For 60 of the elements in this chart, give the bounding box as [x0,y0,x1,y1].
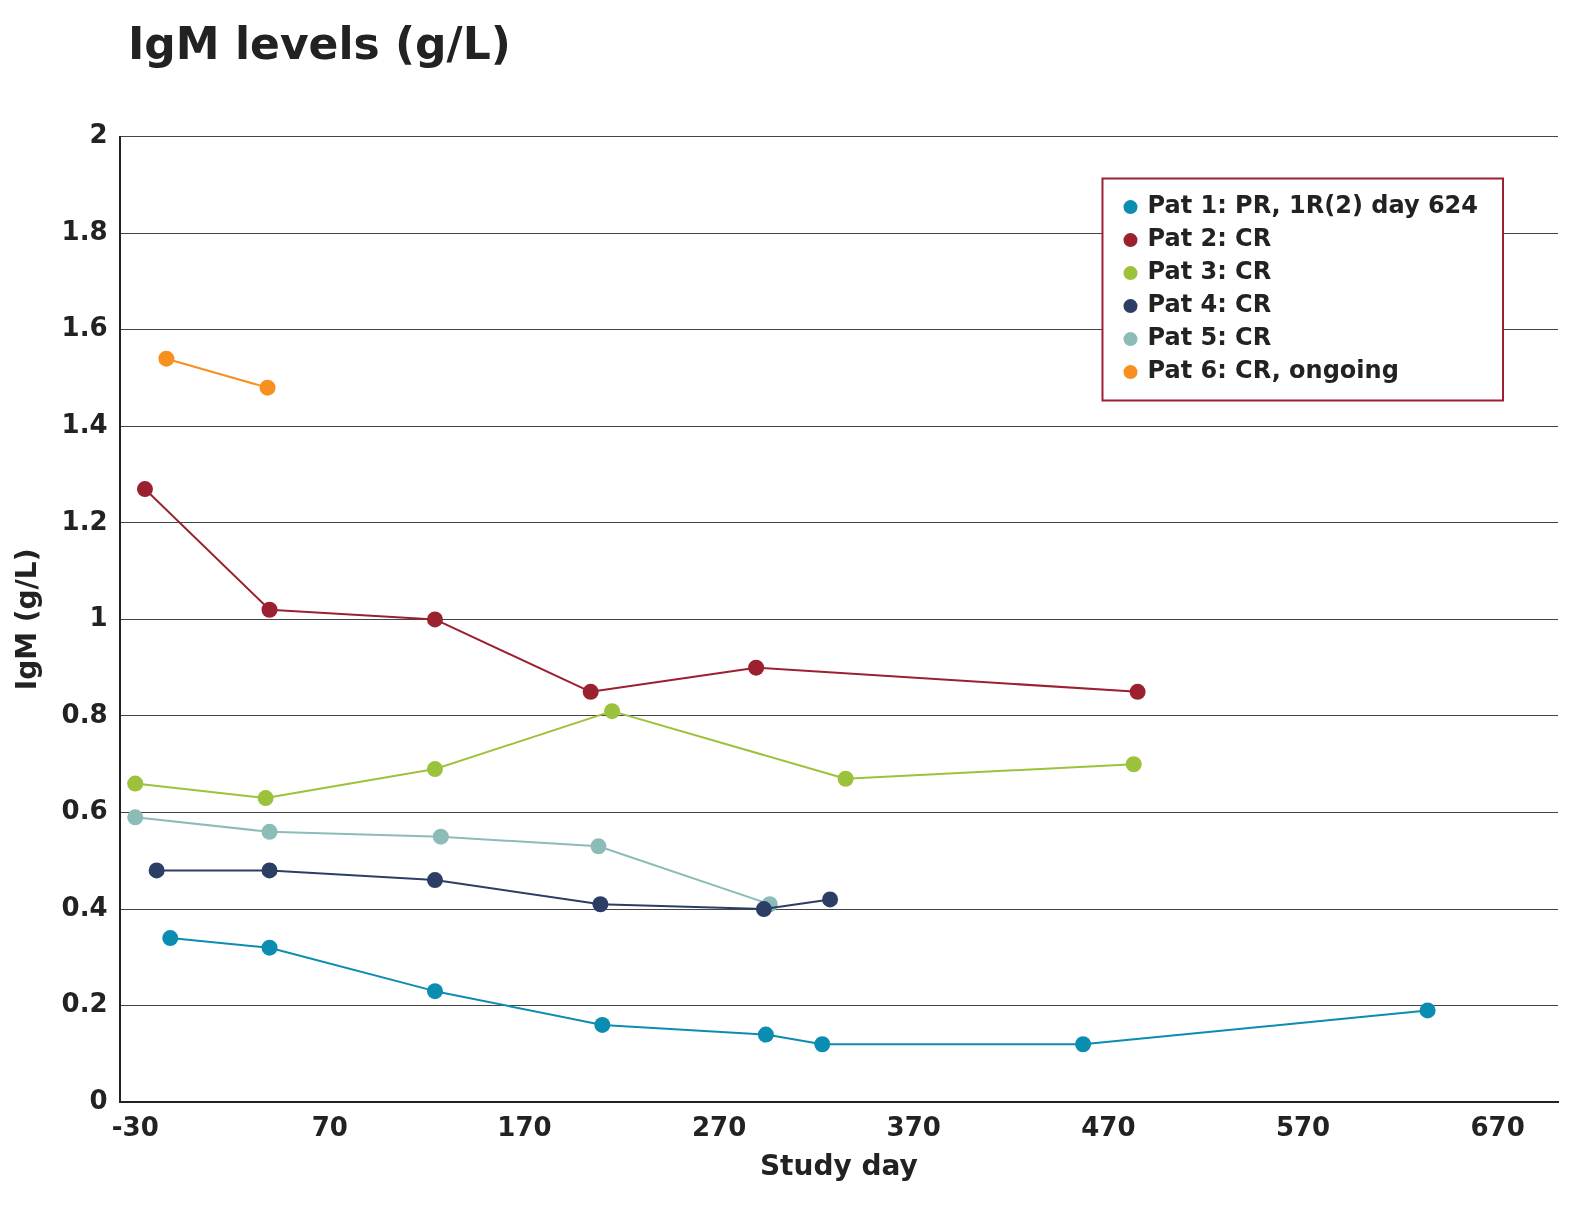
point [582,683,599,700]
y-axis-title: IgM (g/L) [10,548,44,691]
x-tick-label: 370 [886,1111,941,1142]
point [261,939,278,956]
legend-label: Pat 1: PR, 1R(2) day 624 [1147,191,1478,220]
point [259,379,276,396]
point [837,770,854,787]
legend-label: Pat 2: CR [1147,224,1272,253]
y-tick-label: 0.6 [61,795,108,826]
point [148,862,165,879]
y-tick-label: 0.2 [61,988,108,1019]
x-tick-label: 570 [1275,1111,1331,1142]
point [1129,683,1146,700]
y-tick-label: 0 [89,1084,108,1115]
legend-label: Pat 5: CR [1147,323,1272,352]
x-tick-label: 70 [311,1111,348,1142]
point [594,1016,611,1033]
point [748,659,765,676]
point [1419,1002,1436,1019]
y-tick-label: 1.4 [61,409,108,440]
point [1075,1036,1092,1053]
point [814,1036,831,1053]
point [261,601,278,618]
point [127,775,144,792]
x-tick-label: 170 [497,1111,552,1142]
point [162,930,179,947]
legend-label: Pat 4: CR [1147,290,1272,319]
legend-label: Pat 6: CR, ongoing [1147,356,1399,385]
point [158,350,175,367]
point [426,983,443,1000]
point [261,823,278,840]
y-tick-label: 1.2 [61,505,108,536]
point [590,838,607,855]
point [127,809,144,826]
point [426,872,443,889]
y-tick-label: 1 [89,602,108,633]
point [592,896,609,913]
point [604,703,621,720]
x-tick-label: 470 [1081,1111,1136,1142]
point [757,1026,774,1043]
legend-label: Pat 3: CR [1147,257,1272,286]
x-tick-label: 670 [1470,1111,1525,1142]
point [136,481,153,498]
y-tick-label: 0.8 [61,698,108,729]
point [261,862,278,879]
x-tick-label: 270 [691,1111,747,1142]
point [822,891,839,908]
y-tick-label: 1.8 [61,215,108,246]
x-tick-label: -30 [111,1111,159,1142]
y-tick-label: 0.4 [61,891,108,922]
point [432,828,449,845]
x-axis-title: Study day [759,1149,918,1183]
point [1125,756,1142,773]
point [426,761,443,778]
y-tick-label: 2 [89,119,108,150]
point [257,790,274,807]
point [426,611,443,628]
chart-title: IgM levels (g/L) [128,18,512,69]
y-tick-label: 1.6 [61,312,108,343]
point [755,901,772,918]
